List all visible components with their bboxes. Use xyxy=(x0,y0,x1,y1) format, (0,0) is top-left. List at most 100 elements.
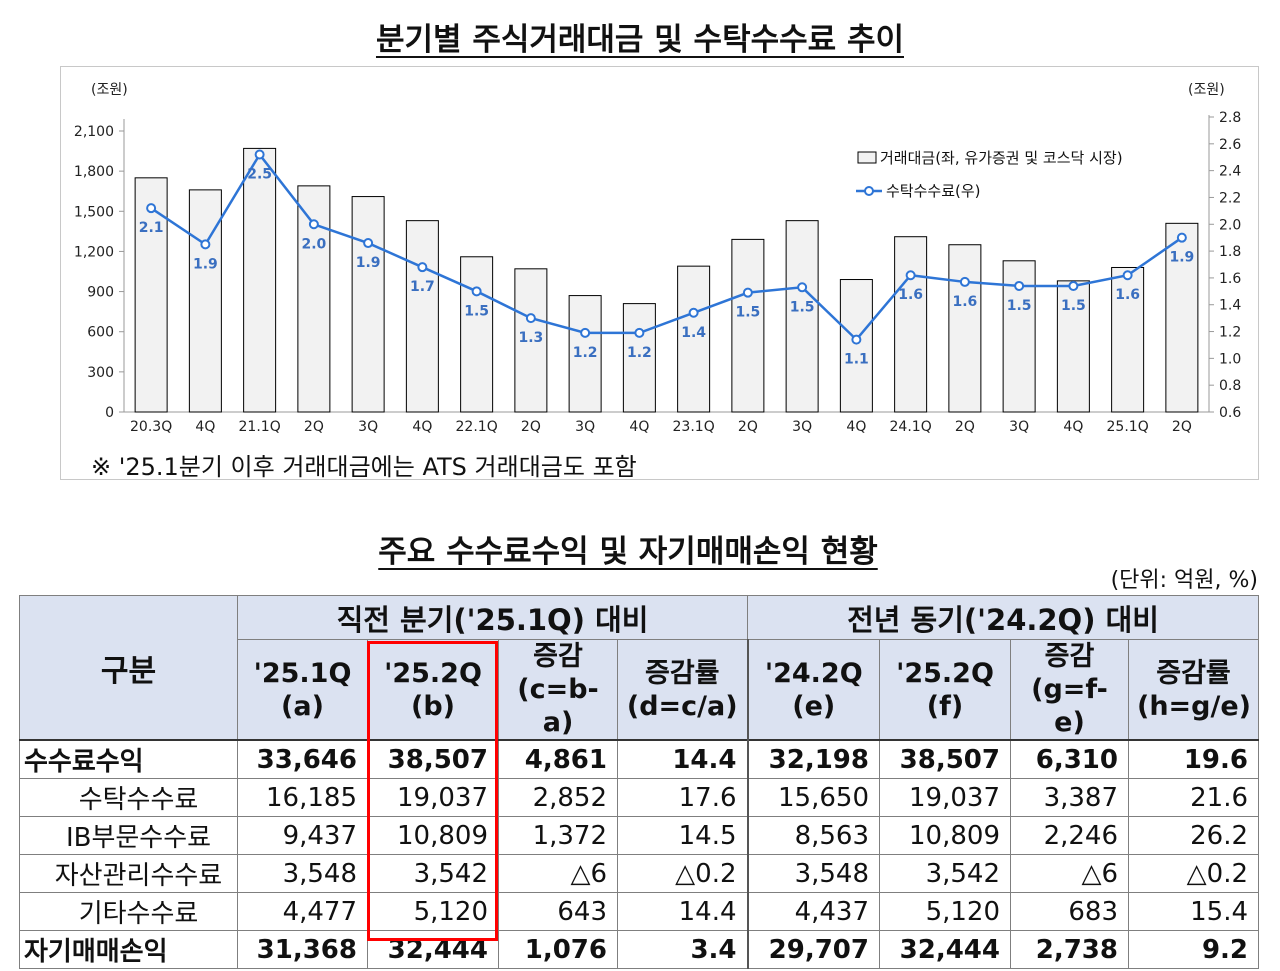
category-label: 3Q xyxy=(575,419,595,435)
cell-value: 32,198 xyxy=(746,739,880,779)
cell-value: 38,507 xyxy=(879,739,1011,779)
subheader-title: '24.2Q xyxy=(764,657,863,689)
cell-value: 15,650 xyxy=(746,778,880,817)
cell-value: 643 xyxy=(498,892,618,931)
bar xyxy=(1056,280,1090,413)
right-tick-label: 2.6 xyxy=(1219,137,1241,153)
bar xyxy=(894,236,928,413)
data-label: 1.6 xyxy=(952,294,977,310)
line-point xyxy=(634,327,645,338)
cell-value: 38,507 xyxy=(367,739,499,779)
cell-value: 10,809 xyxy=(367,816,499,855)
bar xyxy=(622,303,656,413)
bar xyxy=(568,295,602,413)
row-label: 자기매매손익 xyxy=(19,930,238,969)
cell-value: 31,368 xyxy=(237,930,368,969)
cell-value: 19.6 xyxy=(1128,739,1259,779)
right-tick-label: 1.6 xyxy=(1219,271,1241,287)
left-tick-label: 1,500 xyxy=(74,204,114,220)
legend-line-label: 수탁수수료(우) xyxy=(886,182,981,200)
cell-value: 3.4 xyxy=(617,930,748,969)
cell-value: 2,738 xyxy=(1010,930,1129,969)
line-point xyxy=(959,276,970,287)
bar xyxy=(460,256,494,413)
right-axis-unit: (조원) xyxy=(1188,82,1225,98)
data-label: 1.9 xyxy=(1169,250,1194,266)
header-group-prev-year: 전년 동기('24.2Q) 대비 xyxy=(747,595,1259,640)
data-label: 1.4 xyxy=(681,325,706,341)
line-point xyxy=(851,334,862,345)
bar xyxy=(1165,222,1199,413)
row-label: 자산관리수수료 xyxy=(19,854,238,893)
cell-value: 3,548 xyxy=(746,854,880,893)
cell-value: △6 xyxy=(1010,854,1129,893)
subheader-formula: (b) xyxy=(410,690,455,722)
category-label: 20.3Q xyxy=(130,419,172,435)
category-label: 22.1Q xyxy=(456,419,498,435)
subheader-formula: (a) xyxy=(281,690,324,722)
category-label: 4Q xyxy=(629,419,649,435)
data-label: 1.1 xyxy=(844,352,869,368)
cell-value: 8,563 xyxy=(746,816,880,855)
bar xyxy=(839,279,873,413)
cell-value: △0.2 xyxy=(617,854,748,893)
category-label: 2Q xyxy=(304,419,324,435)
right-tick-label: 2.0 xyxy=(1219,217,1241,233)
line-point xyxy=(1176,232,1187,243)
subheader-0: '25.1Q (a) xyxy=(237,639,368,741)
data-label: 1.6 xyxy=(898,287,923,303)
subheader-title: 증감률 xyxy=(644,657,720,689)
cell-value: 1,076 xyxy=(498,930,618,969)
chart-title: 분기별 주식거래대금 및 수탁수수료 추이 xyxy=(375,22,904,58)
row-label: IB부문수수료 xyxy=(19,816,238,855)
category-label: 4Q xyxy=(1063,419,1083,435)
combo-chart: 0 300 600 900 1,200 1,500 1,800 2,100 0.6 0.8 1.0 1… xyxy=(74,82,1241,435)
cell-value: 32,444 xyxy=(367,930,499,969)
category-label: 25.1Q xyxy=(1107,419,1149,435)
subheader-row: '25.1Q (a) '25.2Q (b) 증감 (c=b-a) 증감률 (d=c/a) '24… xyxy=(20,639,1259,741)
left-tick-label: 1,800 xyxy=(74,164,114,180)
cell-value: 2,246 xyxy=(1010,816,1129,855)
bar xyxy=(243,147,277,413)
line-point xyxy=(308,219,319,230)
left-axis-unit: (조원) xyxy=(91,82,128,98)
unit-label: (단위: 억원, %) xyxy=(1110,568,1258,593)
cell-value: 17.6 xyxy=(617,778,748,817)
data-label: 1.7 xyxy=(410,279,435,295)
bar xyxy=(514,268,548,413)
subheader-title: 증감률 xyxy=(1156,657,1231,689)
category-label: 4Q xyxy=(412,419,432,435)
data-label: 1.2 xyxy=(573,345,598,361)
subheader-formula: (d=c/a) xyxy=(626,690,738,722)
bar xyxy=(731,238,765,413)
right-tick-label: 1.0 xyxy=(1219,351,1241,367)
cell-value: 2,852 xyxy=(498,778,618,817)
table-row: 기타수수료 4,477 5,120 643 14.4 4,437 5,120 683 15.4 xyxy=(19,892,1259,931)
cell-value: 9,437 xyxy=(237,816,368,855)
category-label: 4Q xyxy=(846,419,866,435)
data-label: 1.5 xyxy=(790,299,815,315)
line-point xyxy=(580,327,591,338)
category-label: 23.1Q xyxy=(673,419,715,435)
cell-value: 16,185 xyxy=(237,778,368,817)
line-point xyxy=(525,313,536,324)
bar xyxy=(677,265,711,413)
subheader-title: '25.1Q xyxy=(253,657,352,689)
data-label: 1.6 xyxy=(1115,287,1140,303)
line-point xyxy=(688,307,699,318)
header-group-prev-quarter: 직전 분기('25.1Q) 대비 xyxy=(237,595,748,640)
cell-value: 683 xyxy=(1010,892,1129,931)
cell-value: 32,444 xyxy=(879,930,1011,969)
line-point xyxy=(905,270,916,281)
cell-value: △0.2 xyxy=(1128,854,1259,893)
subheader-4: '24.2Q (e) xyxy=(746,639,880,741)
bar xyxy=(188,189,222,413)
right-tick-label: 2.2 xyxy=(1219,190,1241,206)
category-label: 24.1Q xyxy=(890,419,932,435)
row-label: 수탁수수료 xyxy=(19,778,238,817)
line-point xyxy=(417,262,428,273)
left-tick-label: 300 xyxy=(87,365,114,381)
row-label: 수수료수익 xyxy=(19,739,238,779)
cell-value: 33,646 xyxy=(237,739,368,779)
category-label: 3Q xyxy=(1009,419,1029,435)
